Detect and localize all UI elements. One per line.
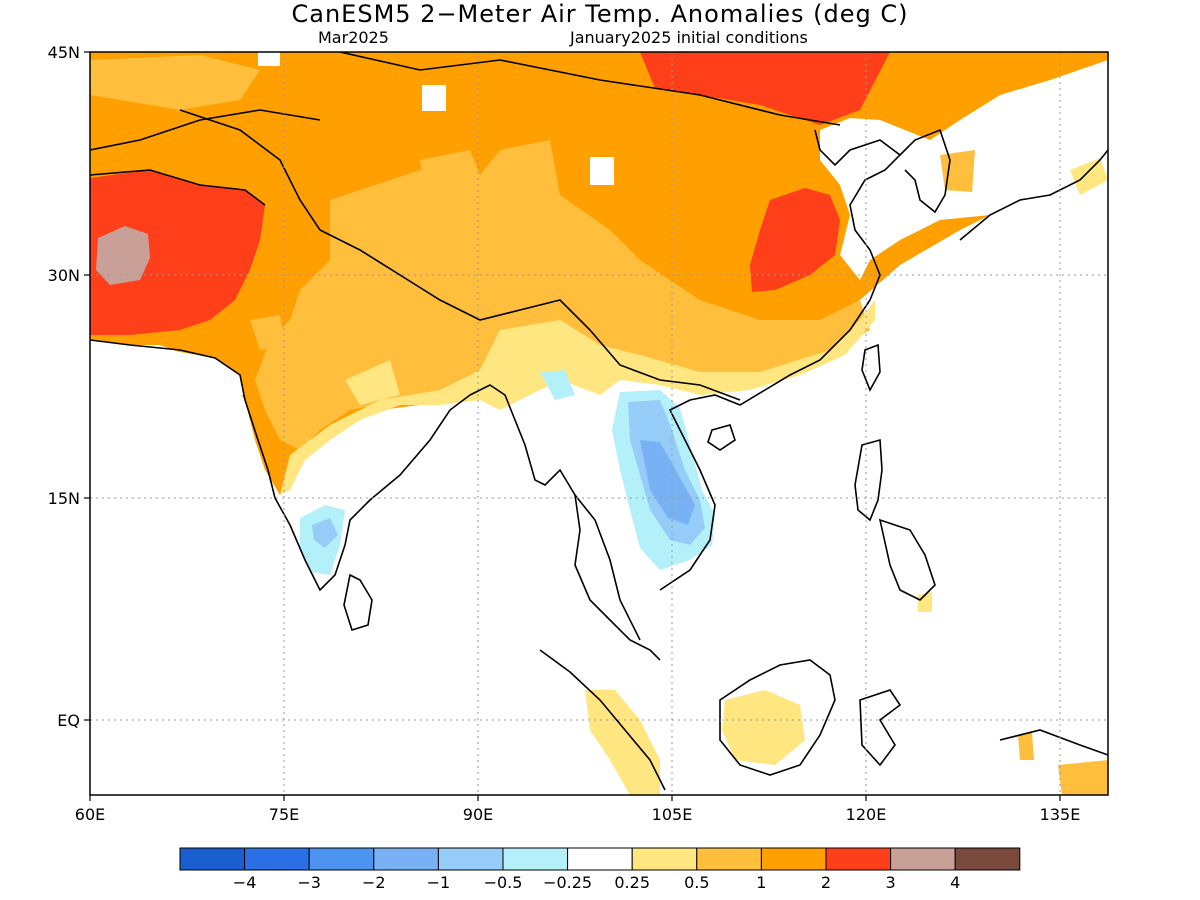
anomaly-region-moderate-1 [90, 55, 260, 110]
coastline-japan [959, 149, 1108, 241]
missing-data-cell [422, 85, 446, 111]
lat-label-45n: 45N [48, 43, 80, 62]
legend-swatch [631, 847, 698, 871]
coastline-china-east [814, 129, 902, 301]
legend-tick-label: 0.5 [684, 873, 709, 892]
color-legend: −4 −3 −2 −1 −0.5 −0.25 0.25 0.5 1 2 3 4 [179, 847, 1021, 892]
anomaly-region-very-strong [96, 226, 150, 285]
legend-tick-label: −1 [427, 873, 451, 892]
forecast-month: Mar2025 [318, 28, 389, 47]
legend-swatch [760, 847, 827, 871]
lon-label-135e: 135E [1040, 805, 1081, 824]
border-west-2 [179, 109, 321, 231]
anomaly-region-slight-1 [280, 300, 875, 495]
lon-label-75e: 75E [269, 805, 299, 824]
axis-ticks [84, 51, 1061, 801]
anomaly-region-slight-borneo [722, 690, 805, 765]
lat-label-15n: 15N [48, 489, 80, 508]
anomaly-region-slight-2 [345, 360, 400, 405]
coastline-malay-peninsula [574, 494, 641, 641]
lon-label-60e: 60E [75, 805, 105, 824]
legend-swatch [373, 847, 439, 871]
legend-swatch [308, 847, 375, 871]
anomaly-region-moderate-4 [250, 315, 285, 350]
coastline-newguinea [999, 729, 1108, 756]
coastline-philippines-south [878, 518, 936, 601]
coastline-borneo [719, 659, 836, 776]
missing-data-cell [590, 157, 614, 185]
border-west-1 [90, 169, 266, 206]
anomaly-region-moderate-newguinea [1058, 760, 1108, 795]
anomaly-region-strong-china [750, 188, 840, 292]
coastline-sulawesi [859, 689, 902, 767]
legend-tick-label: −2 [362, 873, 386, 892]
anomaly-region-cool-indochina-core [640, 440, 695, 525]
coastline-philippines-luzon [854, 438, 883, 522]
coastline-indochina [659, 299, 871, 591]
anomaly-region-slight-sumatra [585, 690, 660, 795]
anomaly-region-moderate-5 [940, 150, 975, 192]
legend-swatch [437, 847, 504, 871]
legend-tick-label: 2 [821, 873, 831, 892]
coastline-hainan [707, 424, 736, 451]
legend-swatch [954, 847, 1021, 871]
legend-tick-label: −3 [297, 873, 321, 892]
coastline-srilanka [343, 573, 373, 632]
legend-swatch [502, 847, 569, 871]
anomaly-region-moderate-sulawesi [1018, 732, 1034, 760]
anomaly-region-slight-philippines [918, 592, 932, 612]
legend-swatch [244, 847, 310, 871]
gridlines [90, 52, 1108, 795]
border-himalaya [319, 229, 591, 331]
legend-tick-label: −0.25 [543, 873, 592, 892]
anomaly-field [90, 52, 1108, 795]
lon-label-90e: 90E [463, 805, 493, 824]
missing-data-cell [258, 52, 280, 66]
lat-labels: 45N 30N 15N EQ [48, 43, 80, 730]
anomaly-region-slight-3 [1070, 158, 1108, 195]
coastline-india [90, 339, 471, 592]
legend-tick-label: −4 [233, 873, 257, 892]
lat-label-eq: EQ [57, 711, 80, 730]
anomaly-region-strong-north [640, 52, 890, 125]
lat-label-30n: 30N [48, 266, 80, 285]
legend-swatch [179, 847, 246, 871]
coastline-korea [899, 128, 951, 214]
anomaly-region-cool-india-core [312, 518, 338, 548]
legend-tick-label: −0.5 [484, 873, 523, 892]
legend-tick-label: 3 [886, 873, 896, 892]
coastline-taiwan [861, 343, 881, 392]
legend-tick-label: 0.25 [614, 873, 650, 892]
legend-tick-label: 4 [950, 873, 960, 892]
anomaly-region-moderate-3 [420, 150, 480, 195]
lon-label-105e: 105E [652, 805, 693, 824]
coastline-bay-bengal-east [469, 384, 661, 661]
legend-swatch [696, 847, 762, 871]
lon-labels: 60E 75E 90E 105E 120E 135E [75, 805, 1081, 824]
map-title: CanESM5 2−Meter Air Temp. Anomalies (deg… [291, 0, 909, 28]
legend-swatch [825, 847, 892, 871]
map-frame [89, 51, 1109, 796]
coastline-sumatra [539, 649, 666, 791]
legend-swatch [567, 847, 633, 871]
lon-label-120e: 120E [846, 805, 887, 824]
legend-tick-label: 1 [756, 873, 766, 892]
legend-swatch [890, 847, 956, 871]
missing-data-south-asia [90, 340, 245, 395]
anomaly-region-cool-spot [540, 370, 575, 400]
border-china-south [589, 329, 741, 401]
initial-conditions: January2025 initial conditions [570, 28, 808, 47]
border-kazakh [90, 109, 321, 151]
border-mongolia [339, 52, 841, 126]
anomaly-region-strong-west [90, 170, 265, 335]
